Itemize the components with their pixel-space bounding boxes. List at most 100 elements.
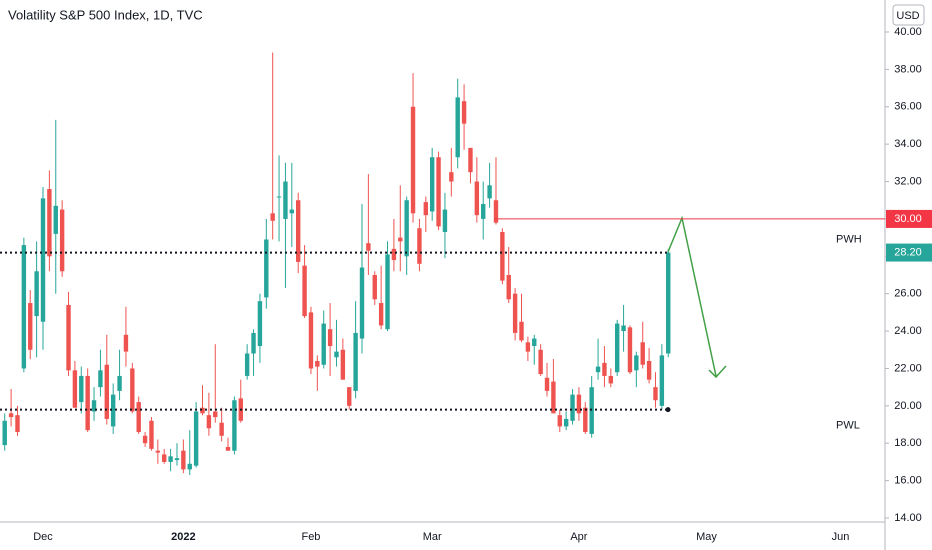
- candle-body: [449, 172, 454, 182]
- candle-body: [15, 415, 20, 433]
- candle-body: [187, 463, 192, 470]
- candle-body: [174, 458, 180, 461]
- candle-body: [72, 370, 78, 408]
- candle-body: [168, 456, 173, 462]
- candle-body: [130, 368, 135, 412]
- x-tick-label: Jun: [832, 531, 850, 543]
- candle-body: [455, 97, 460, 158]
- candle-body: [474, 181, 480, 216]
- resistance-tag-label: 30.00: [894, 213, 922, 225]
- candle-body: [110, 394, 116, 427]
- candle-body: [621, 325, 626, 332]
- candle-body: [378, 303, 384, 326]
- plot: [2, 52, 671, 476]
- candle-body: [308, 312, 314, 369]
- candle-body: [404, 200, 409, 257]
- candle-body: [66, 304, 71, 371]
- candle-body: [398, 237, 403, 242]
- resistance-tag: [886, 209, 932, 228]
- currency-button[interactable]: [892, 4, 925, 26]
- candle-body: [213, 411, 218, 418]
- candle-body: [551, 381, 556, 414]
- y-tick-label: 14.00: [894, 512, 922, 524]
- candle-body: [270, 213, 275, 221]
- last-price-tag: [886, 243, 932, 262]
- candle-body: [512, 293, 518, 333]
- candle-body: [47, 189, 52, 257]
- candle-body: [347, 387, 352, 406]
- candle-body: [251, 332, 256, 354]
- x-tick-label: May: [696, 531, 717, 543]
- candle-body: [429, 157, 435, 212]
- candle-body: [85, 375, 90, 431]
- candle-body: [391, 248, 397, 261]
- candle-body: [659, 355, 665, 406]
- candle-body: [602, 362, 607, 376]
- last-price-label: 28.20: [894, 246, 922, 258]
- candle-body: [91, 400, 97, 412]
- y-tick-label: 40.00: [894, 26, 922, 38]
- candle-body: [104, 364, 109, 419]
- arrow-head: [708, 365, 727, 379]
- candle-body: [481, 203, 486, 219]
- candle-body: [500, 232, 505, 281]
- y-tick-label: 32.00: [894, 175, 922, 187]
- candle-body: [289, 209, 295, 214]
- candle-body: [544, 377, 550, 391]
- candle-body: [576, 394, 582, 414]
- candle-body: [321, 323, 326, 365]
- candle-body: [506, 275, 511, 300]
- candle-body: [257, 301, 263, 347]
- candle-body: [634, 355, 639, 371]
- y-tick-label: 24.00: [894, 325, 922, 337]
- candle-body: [532, 338, 537, 347]
- x-tick-label: Dec: [33, 531, 53, 543]
- candle-body: [563, 418, 569, 427]
- candle-body: [487, 185, 492, 199]
- candle-body: [2, 420, 7, 446]
- candle-body: [136, 402, 141, 433]
- candle-body: [468, 147, 473, 173]
- candle-body: [372, 275, 377, 300]
- candle-body: [417, 228, 422, 264]
- x-tick-label: Feb: [301, 531, 320, 543]
- candle-body: [193, 411, 199, 466]
- candle-body: [79, 375, 84, 403]
- candle-body: [98, 370, 103, 388]
- candle-body: [296, 200, 301, 262]
- x-tick-label: Mar: [423, 531, 442, 543]
- candle-body: [646, 360, 652, 380]
- y-tick-label: 36.00: [894, 101, 922, 113]
- candle-body: [244, 353, 250, 376]
- candle-body: [519, 321, 524, 341]
- candle-body: [525, 342, 531, 352]
- candle-body: [627, 327, 633, 373]
- candle-body: [615, 323, 620, 373]
- candle-body: [666, 252, 671, 354]
- candle-body: [53, 205, 58, 234]
- candle-body: [219, 422, 224, 436]
- y-tick-label: 16.00: [894, 475, 922, 487]
- candle-body: [181, 450, 186, 470]
- candle-body: [327, 329, 333, 347]
- candle-body: [583, 407, 588, 433]
- y-tick-label: 26.00: [894, 288, 922, 300]
- level-label: PWH: [836, 233, 862, 245]
- candle-body: [264, 239, 269, 298]
- candle-body: [340, 349, 346, 380]
- candle-body: [302, 265, 307, 317]
- candle-body: [206, 415, 212, 429]
- level-label: PWL: [836, 419, 860, 431]
- y-tick-label: 34.00: [894, 138, 922, 150]
- candle-body: [557, 415, 562, 427]
- candle-body: [149, 420, 154, 449]
- currency-label: USD: [896, 10, 919, 22]
- candle-body: [232, 400, 237, 451]
- candle-body: [493, 200, 499, 223]
- candle-body: [40, 198, 46, 322]
- candle-body: [570, 394, 575, 421]
- candle-body: [423, 202, 428, 216]
- candle-body: [315, 360, 320, 367]
